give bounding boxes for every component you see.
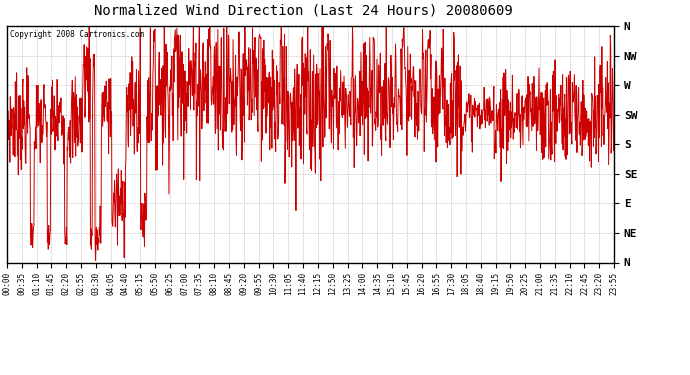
Text: Normalized Wind Direction (Last 24 Hours) 20080609: Normalized Wind Direction (Last 24 Hours… [95, 4, 513, 18]
Text: Copyright 2008 Cartronics.com: Copyright 2008 Cartronics.com [10, 30, 144, 39]
